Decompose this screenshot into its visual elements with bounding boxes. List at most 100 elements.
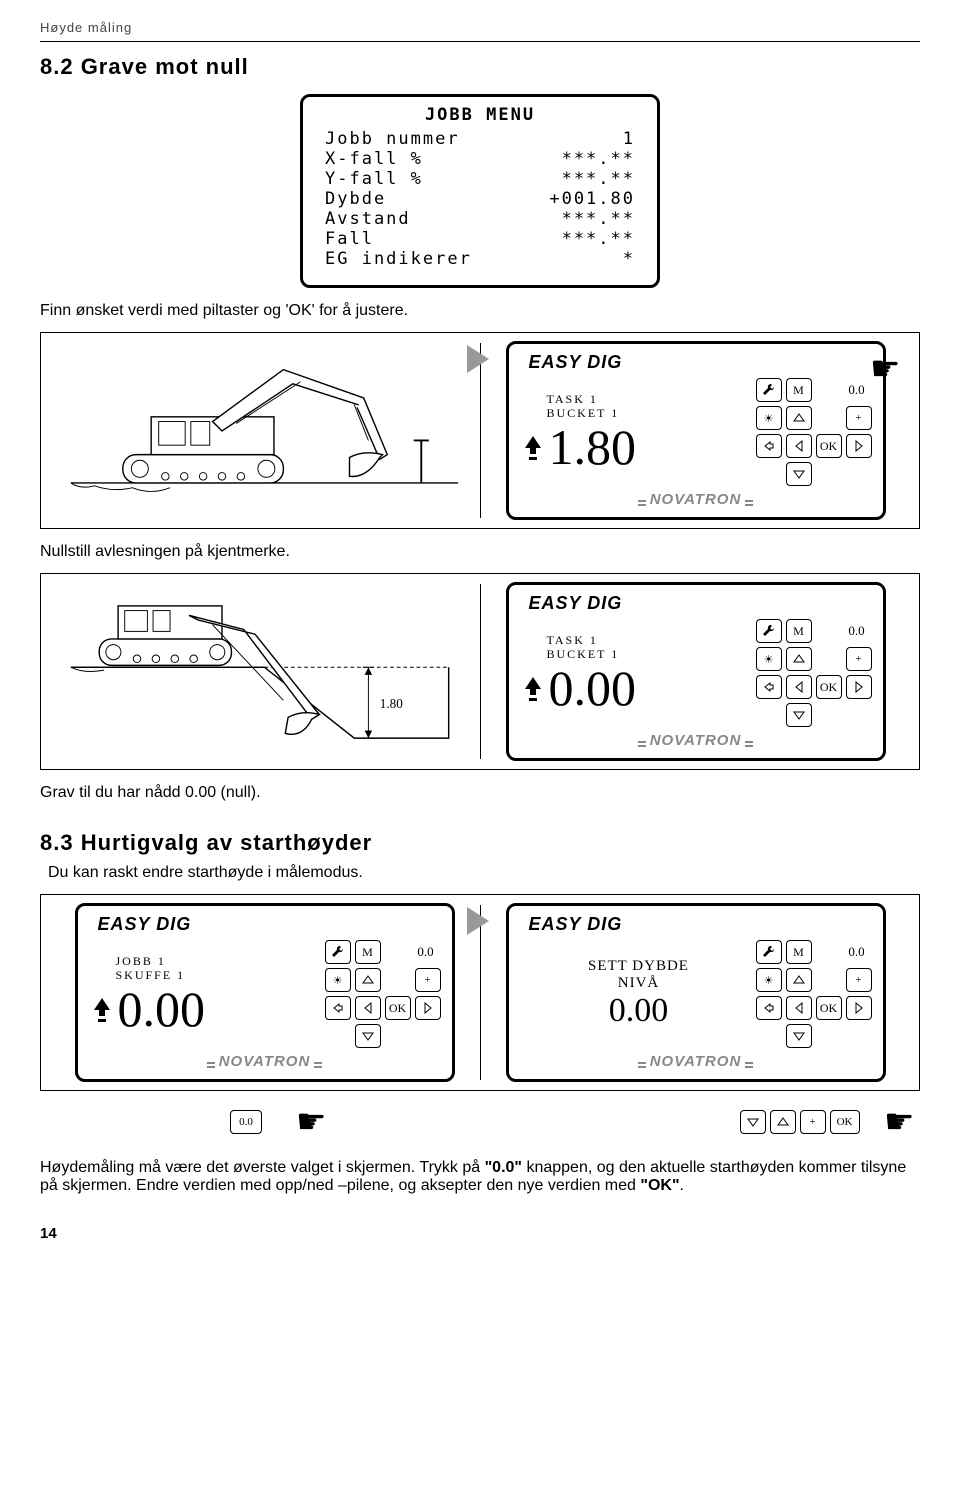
- plus-key[interactable]: +: [846, 647, 872, 671]
- up-key[interactable]: [770, 1110, 796, 1134]
- down-key[interactable]: [786, 462, 812, 486]
- back-key[interactable]: [756, 675, 782, 699]
- bucket-label: BUCKET 1: [547, 647, 747, 661]
- key-sequence-row: 0.0 ☚ + OK ☚: [40, 1105, 920, 1139]
- novatron-brand: NOVATRON: [207, 1053, 323, 1070]
- easy-dig-screen-3: EASY DIG JOBB 1 SKUFFE 1 0.00: [75, 903, 455, 1082]
- m-key[interactable]: M: [786, 940, 812, 964]
- instruction-4: Du kan raskt endre starthøyde i målemodu…: [48, 864, 920, 882]
- sun-key[interactable]: ☀: [756, 406, 782, 430]
- pointing-hand-icon: ☚: [884, 1105, 914, 1139]
- jobb-row-value: +001.80: [549, 189, 635, 209]
- right-key[interactable]: [415, 996, 441, 1020]
- back-key[interactable]: [756, 434, 782, 458]
- m-val-label: 0.0: [848, 944, 864, 960]
- up-arrow-icon: [521, 673, 545, 707]
- jobb-row-value: ***.**: [562, 229, 635, 249]
- novatron-brand: NOVATRON: [638, 1053, 754, 1070]
- up-key[interactable]: [786, 406, 812, 430]
- niva-label: NIVÅ: [531, 975, 747, 992]
- ok-key[interactable]: OK: [385, 996, 411, 1020]
- wrench-key[interactable]: [756, 378, 782, 402]
- pointing-hand-icon: ☚: [296, 1105, 326, 1139]
- jobb-row-label: Jobb nummer: [325, 129, 460, 149]
- m-key[interactable]: M: [786, 378, 812, 402]
- down-key[interactable]: [786, 703, 812, 727]
- ok-key[interactable]: OK: [816, 675, 842, 699]
- m-key[interactable]: M: [786, 619, 812, 643]
- skuffe-label: SKUFFE 1: [116, 968, 316, 982]
- task-label: TASK 1: [547, 633, 747, 647]
- screen-brand: EASY DIG: [529, 593, 873, 614]
- m-val-label: 0.0: [848, 623, 864, 639]
- depth-label: 1.80: [380, 695, 404, 710]
- jobb-menu-title: JOBB MENU: [325, 105, 635, 125]
- pointing-hand-icon: ☚: [870, 352, 900, 386]
- left-key[interactable]: [355, 996, 381, 1020]
- screen-brand: EASY DIG: [529, 352, 873, 373]
- instruction-5: Høydemåling må være det øverste valget i…: [40, 1159, 920, 1195]
- ok-key[interactable]: OK: [830, 1110, 860, 1134]
- m-val-label: 0.0: [848, 382, 864, 398]
- up-key[interactable]: [355, 968, 381, 992]
- excavator-ground-illustration: [49, 346, 480, 516]
- screen-brand: EASY DIG: [98, 914, 442, 935]
- jobb-label: JOBB 1: [116, 954, 316, 968]
- right-key[interactable]: [846, 996, 872, 1020]
- excavator-digging-illustration: 1.80: [49, 587, 480, 757]
- sun-key[interactable]: ☀: [756, 968, 782, 992]
- back-key[interactable]: [756, 996, 782, 1020]
- left-key[interactable]: [786, 434, 812, 458]
- right-key[interactable]: [846, 675, 872, 699]
- jobb-row-value: *: [623, 249, 635, 269]
- keypad: M 0.0 ☀ + OK: [755, 618, 873, 728]
- sett-value: 0.00: [531, 992, 747, 1030]
- down-key[interactable]: [740, 1110, 766, 1134]
- left-key[interactable]: [786, 675, 812, 699]
- m-key[interactable]: M: [355, 940, 381, 964]
- easy-dig-screen-1: EASY DIG TASK 1 BUCKET 1 1.80: [506, 341, 886, 520]
- up-arrow-icon: [521, 432, 545, 466]
- plus-key[interactable]: +: [415, 968, 441, 992]
- ok-key[interactable]: OK: [816, 996, 842, 1020]
- wrench-key[interactable]: [756, 619, 782, 643]
- instruction-3: Grav til du har nådd 0.00 (null).: [40, 784, 920, 802]
- jobb-row-label: Fall: [325, 229, 374, 249]
- jobb-row-label: Dybde: [325, 189, 386, 209]
- keypad: M 0.0 ☀ + OK: [755, 939, 873, 1049]
- page-header: Høyde måling: [40, 20, 920, 35]
- m-val-label: 0.0: [417, 944, 433, 960]
- wrench-key[interactable]: [325, 940, 351, 964]
- down-key[interactable]: [355, 1024, 381, 1048]
- up-key[interactable]: [786, 968, 812, 992]
- page-number: 14: [40, 1225, 920, 1242]
- panel-row-3: EASY DIG JOBB 1 SKUFFE 1 0.00: [40, 894, 920, 1091]
- instruction-1: Finn ønsket verdi med piltaster og 'OK' …: [40, 302, 920, 320]
- main-reading: 1.80: [549, 422, 637, 472]
- left-key[interactable]: [786, 996, 812, 1020]
- sun-key[interactable]: ☀: [325, 968, 351, 992]
- ok-key[interactable]: OK: [816, 434, 842, 458]
- easy-dig-screen-2: EASY DIG TASK 1 BUCKET 1 0.00: [506, 582, 886, 761]
- zero-zero-key[interactable]: 0.0: [230, 1110, 262, 1134]
- main-reading: 0.00: [118, 984, 206, 1034]
- plus-key[interactable]: +: [846, 406, 872, 430]
- right-key[interactable]: [846, 434, 872, 458]
- up-key[interactable]: [786, 647, 812, 671]
- novatron-brand: NOVATRON: [638, 491, 754, 508]
- jobb-row-value: ***.**: [562, 169, 635, 189]
- down-key[interactable]: [786, 1024, 812, 1048]
- bucket-label: BUCKET 1: [547, 406, 747, 420]
- jobb-row-label: EG indikerer: [325, 249, 472, 269]
- plus-key[interactable]: +: [800, 1110, 826, 1134]
- wrench-key[interactable]: [756, 940, 782, 964]
- sun-key[interactable]: ☀: [756, 647, 782, 671]
- main-reading: 0.00: [549, 663, 637, 713]
- plus-key[interactable]: +: [846, 968, 872, 992]
- novatron-brand: NOVATRON: [638, 732, 754, 749]
- jobb-row-label: Y-fall %: [325, 169, 423, 189]
- jobb-row-value: ***.**: [562, 149, 635, 169]
- keypad: M 0.0 ☀ + OK: [755, 377, 873, 487]
- up-arrow-icon: [90, 994, 114, 1028]
- back-key[interactable]: [325, 996, 351, 1020]
